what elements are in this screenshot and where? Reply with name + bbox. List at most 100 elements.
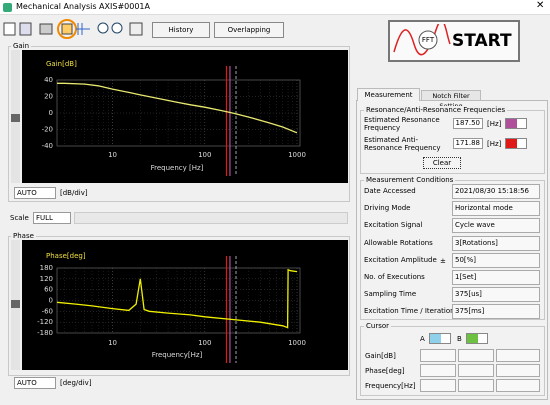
cursor-cell xyxy=(420,364,456,377)
close-button[interactable]: ✕ xyxy=(536,0,545,11)
y-tick-label: 60 xyxy=(44,286,53,294)
y-tick-label: 0 xyxy=(49,297,53,305)
y-tick-label: 0 xyxy=(49,109,53,117)
condition-value: Cycle wave xyxy=(452,218,540,234)
app-icon xyxy=(3,3,12,12)
scale-select[interactable]: FULL xyxy=(33,212,71,224)
y-tick-label: -20 xyxy=(42,126,53,134)
x-axis-title: Frequency [Hz] xyxy=(151,164,204,172)
data-line xyxy=(56,268,298,329)
overlapping-button[interactable]: Overlapping xyxy=(214,22,284,38)
gain-group-title: Gain xyxy=(11,42,32,50)
condition-value: 50[%] xyxy=(452,252,540,268)
condition-label: Excitation Signal xyxy=(364,221,423,230)
cursor-row-label: Phase[deg] xyxy=(365,367,405,375)
phase-group xyxy=(8,236,350,376)
gain-group xyxy=(8,46,350,202)
resonance-value: 187.50 xyxy=(453,118,483,129)
start-graphic: FFT xyxy=(393,24,451,56)
cursor-cell xyxy=(496,379,540,392)
y-tick-label: 20 xyxy=(44,93,53,101)
resonance-label: Estimated Anti-Resonance Frequency xyxy=(364,136,441,152)
print-icon[interactable] xyxy=(39,23,53,35)
cursor-cell xyxy=(458,364,494,377)
resonance-color[interactable] xyxy=(505,138,527,149)
condition-label: Excitation Amplitude xyxy=(364,255,437,264)
cursor-a-color[interactable] xyxy=(429,333,451,344)
save-icon[interactable] xyxy=(19,22,32,36)
cursor-cell xyxy=(458,379,494,392)
condition-value: 375[us] xyxy=(452,287,540,303)
title-bar xyxy=(0,0,550,15)
cursor-cell xyxy=(420,379,456,392)
tab-measurement[interactable]: Measurement xyxy=(357,88,420,101)
gain-scroll-thumb[interactable] xyxy=(11,114,20,122)
clear-button[interactable]: Clear xyxy=(423,157,461,169)
y-tick-label: 180 xyxy=(40,264,53,272)
x-tick-label: 1000 xyxy=(288,339,306,347)
condition-value: Horizontal mode xyxy=(452,201,540,217)
phase-scroll-thumb[interactable] xyxy=(11,300,20,308)
condition-value: 1[Set] xyxy=(452,270,540,285)
x-tick-label: 10 xyxy=(108,339,117,347)
cursor-row-label: Frequency[Hz] xyxy=(365,382,416,390)
condition-label: No. of Executions xyxy=(364,273,425,281)
condition-label: Allowable Rotations xyxy=(364,238,433,247)
window-title: Mechanical Analysis AXIS#0001A xyxy=(16,2,150,11)
condition-value: 3[Rotations] xyxy=(452,235,540,251)
condition-label: Excitation Time / Iteration xyxy=(364,307,455,316)
x-tick-label: 100 xyxy=(198,339,211,347)
open-icon[interactable] xyxy=(3,22,16,36)
condition-sign: ± xyxy=(440,256,446,265)
cursor-cell xyxy=(458,349,494,362)
cursor-b-color[interactable] xyxy=(466,333,488,344)
y-tick-label: -60 xyxy=(42,307,53,315)
cursor-group xyxy=(360,326,545,396)
gain-unit: [dB/div] xyxy=(60,189,88,197)
phase-group-title: Phase xyxy=(11,232,36,240)
condition-label: Sampling Time xyxy=(364,290,417,299)
resonance-color[interactable] xyxy=(505,118,527,129)
scale-label: Scale xyxy=(10,214,29,222)
condition-label: Date Accessed xyxy=(364,187,416,195)
zoom-out-icon[interactable] xyxy=(111,22,123,34)
zoom-in-icon[interactable] xyxy=(97,22,109,34)
cursor-cell xyxy=(496,349,540,362)
cursor-b-label: B xyxy=(457,335,462,343)
x-axis-title: Frequency[Hz] xyxy=(152,351,203,359)
x-tick-label: 100 xyxy=(198,151,211,159)
cursor-a-label: A xyxy=(420,335,425,343)
copy-icon[interactable] xyxy=(61,23,73,35)
y-tick-label: 120 xyxy=(40,275,53,283)
x-tick-label: 1000 xyxy=(288,151,306,159)
cursor-cell xyxy=(420,349,456,362)
phase-unit-select[interactable]: AUTO xyxy=(14,377,56,389)
resonance-unit: [Hz] xyxy=(487,120,502,128)
phase-chart: 180 120 60 0 -60 -120 -180 10 100 1000 Phase[deg] F… xyxy=(22,240,348,370)
cursor-group-title: Cursor xyxy=(364,322,392,330)
y-tick-label: -120 xyxy=(37,318,53,326)
y-tick-label: -40 xyxy=(42,142,53,150)
y-axis-title: Phase[deg] xyxy=(46,252,86,260)
fit-icon[interactable] xyxy=(129,22,143,36)
tab-notch[interactable]: Notch Filter Setting xyxy=(421,90,481,110)
cursor-icon[interactable] xyxy=(76,23,90,35)
cursor-cell xyxy=(496,364,540,377)
data-line xyxy=(57,82,298,134)
conditions-group-title: Measurement Conditions xyxy=(364,176,456,184)
condition-value: 2021/08/30 15:18:56 xyxy=(452,184,540,199)
start-button[interactable] xyxy=(388,20,520,62)
y-axis-title: Gain[dB] xyxy=(46,60,77,68)
gain-unit-select[interactable]: AUTO xyxy=(14,187,56,199)
history-button[interactable]: History xyxy=(152,22,210,38)
cursor-row-label: Gain[dB] xyxy=(365,352,396,360)
start-lens xyxy=(418,30,438,50)
y-tick-label: 40 xyxy=(44,76,53,84)
toolbar-icons xyxy=(3,19,143,39)
condition-label: Driving Mode xyxy=(364,204,411,213)
resonance-unit: [Hz] xyxy=(487,140,502,148)
start-wave xyxy=(393,24,451,56)
condition-value: 375[ms] xyxy=(452,304,540,320)
scale-scrollbar[interactable] xyxy=(74,212,348,224)
